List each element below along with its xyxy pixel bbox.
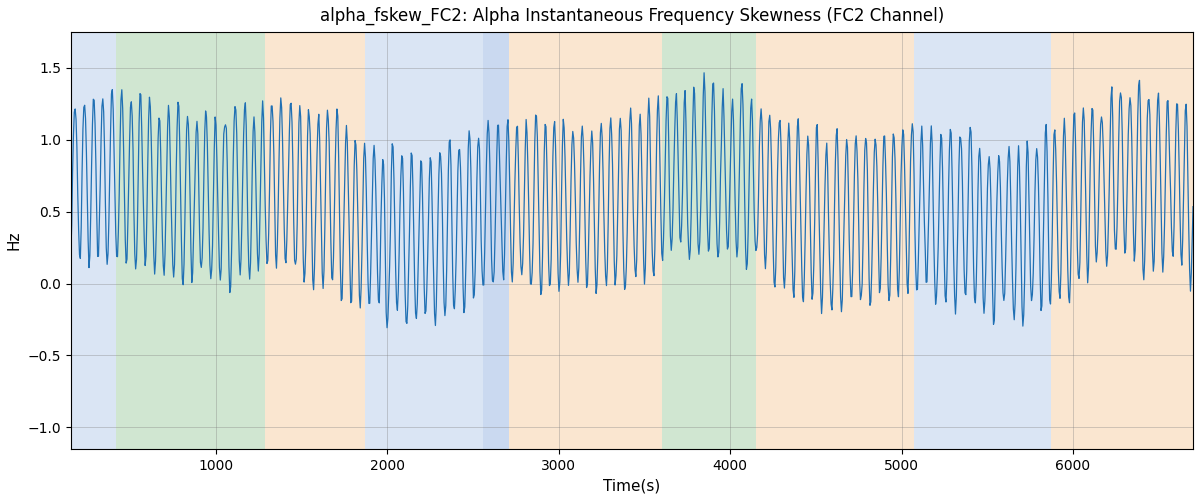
Bar: [116, 32, 265, 449]
Bar: [484, 32, 509, 449]
Bar: [661, 32, 756, 449]
Bar: [804, 32, 913, 449]
Y-axis label: Hz: Hz: [7, 230, 22, 250]
Bar: [509, 32, 661, 449]
Bar: [265, 32, 365, 449]
Bar: [71, 32, 116, 449]
Bar: [1051, 32, 1193, 449]
Bar: [756, 32, 804, 449]
X-axis label: Time(s): Time(s): [604, 478, 660, 493]
Bar: [365, 32, 484, 449]
Title: alpha_fskew_FC2: Alpha Instantaneous Frequency Skewness (FC2 Channel): alpha_fskew_FC2: Alpha Instantaneous Fre…: [320, 7, 944, 25]
Bar: [913, 32, 1051, 449]
